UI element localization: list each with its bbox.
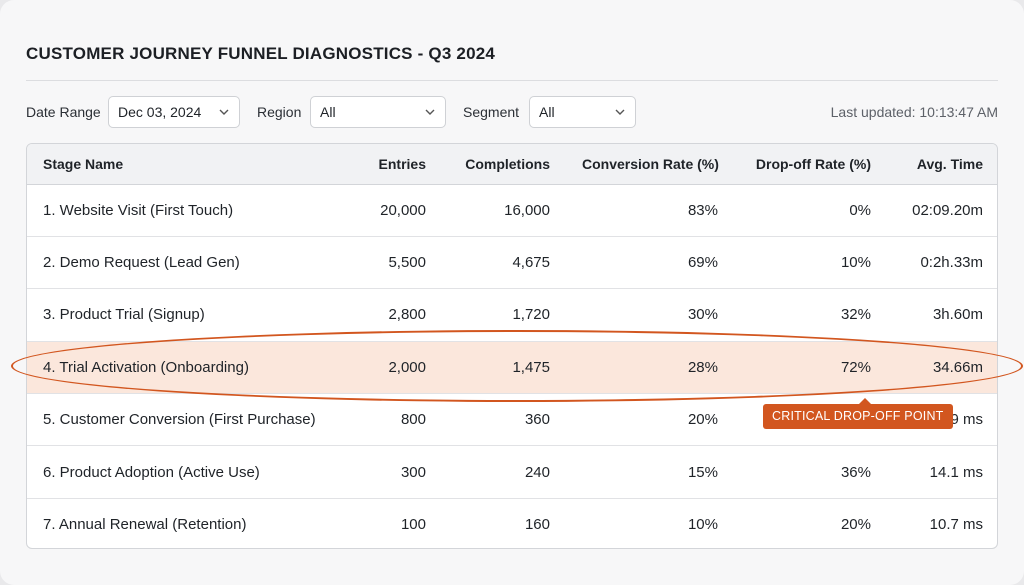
drop-off-rate-cell: 36% <box>734 445 887 499</box>
last-updated-timestamp: Last updated: 10:13:47 AM <box>830 104 998 120</box>
column-header-avg-time[interactable]: Avg. Time <box>887 144 997 185</box>
title-divider <box>26 80 998 81</box>
table-row[interactable]: 6. Product Adoption (Active Use) 300 240… <box>27 445 997 499</box>
avg-time-cell: 34.66m <box>887 341 997 395</box>
stage-name-cell: 6. Product Adoption (Active Use) <box>27 445 347 499</box>
entries-cell: 5,500 <box>347 236 442 290</box>
entries-cell: 20,000 <box>347 184 442 237</box>
column-header-stage-name[interactable]: Stage Name <box>27 144 347 185</box>
region-select[interactable]: All <box>310 96 446 128</box>
entries-cell: 100 <box>400 516 426 534</box>
chevron-down-icon <box>425 109 435 115</box>
table-row[interactable]: 7. Annual Renewal (Retention) 100 160 10… <box>27 498 997 548</box>
conversion-rate-cell: 28% <box>566 341 734 395</box>
completions-cell: 4,675 <box>442 236 566 290</box>
drop-off-rate-cell: 20% <box>840 516 871 534</box>
stage-name-cell: 5. Customer Conversion (First Purchase) <box>27 393 347 447</box>
critical-drop-off-callout: CRITICAL DROP-OFF POINT <box>763 398 953 429</box>
segment-value: All <box>539 104 555 120</box>
avg-time-cell: 0:2h.33m <box>887 236 997 290</box>
avg-time-cell: 3h.60m <box>887 288 997 342</box>
avg-time-cell: 14.1 ms <box>887 445 997 499</box>
completions-cell: 360 <box>442 393 566 447</box>
conversion-rate-cell: 15% <box>566 445 734 499</box>
completions-cell: 160 <box>524 516 550 534</box>
entries-cell: 2,800 <box>347 288 442 342</box>
conversion-rate-cell: 69% <box>566 236 734 290</box>
funnel-table: Stage Name Entries Completions Conversio… <box>26 143 998 549</box>
region-value: All <box>320 104 336 120</box>
conversion-rate-cell: 83% <box>566 184 734 237</box>
completions-cell: 1,720 <box>442 288 566 342</box>
segment-select[interactable]: All <box>529 96 636 128</box>
avg-time-cell: 02:09.20m <box>887 184 997 237</box>
table-row[interactable]: 3. Product Trial (Signup) 2,800 1,720 30… <box>27 288 997 342</box>
drop-off-rate-cell: 10% <box>734 236 887 290</box>
entries-cell: 300 <box>347 445 442 499</box>
table-row[interactable]: 2. Demo Request (Lead Gen) 5,500 4,675 6… <box>27 236 997 290</box>
stage-name-cell: 7. Annual Renewal (Retention) <box>43 516 247 534</box>
column-header-entries[interactable]: Entries <box>347 144 442 185</box>
column-header-drop-off-rate[interactable]: Drop-off Rate (%) <box>734 144 887 185</box>
avg-time-cell: 10.7 ms <box>929 516 983 534</box>
table-row-critical[interactable]: 4. Trial Activation (Onboarding) 2,000 1… <box>27 341 997 395</box>
drop-off-rate-cell: 72% <box>734 341 887 395</box>
drop-off-rate-cell: 0% <box>734 184 887 237</box>
column-header-conversion-rate[interactable]: Conversion Rate (%) <box>566 144 734 185</box>
chevron-down-icon <box>219 109 229 115</box>
stage-name-cell: 3. Product Trial (Signup) <box>27 288 347 342</box>
chevron-down-icon <box>615 109 625 115</box>
page-title: CUSTOMER JOURNEY FUNNEL DIAGNOSTICS - Q3… <box>26 44 496 63</box>
region-label: Region <box>257 104 302 120</box>
conversion-rate-cell: 30% <box>566 288 734 342</box>
table-header-row: Stage Name Entries Completions Conversio… <box>27 144 997 185</box>
completions-cell: 240 <box>442 445 566 499</box>
entries-cell: 2,000 <box>347 341 442 395</box>
completions-cell: 1,475 <box>442 341 566 395</box>
stage-name-cell: 1. Website Visit (First Touch) <box>27 184 347 237</box>
stage-name-cell: 4. Trial Activation (Onboarding) <box>27 341 347 395</box>
date-range-value: Dec 03, 2024 <box>118 104 202 120</box>
entries-cell: 800 <box>347 393 442 447</box>
completions-cell: 16,000 <box>442 184 566 237</box>
date-range-label: Date Range <box>26 104 101 120</box>
conversion-rate-cell: 10% <box>687 516 718 534</box>
stage-name-cell: 2. Demo Request (Lead Gen) <box>27 236 347 290</box>
drop-off-rate-cell: 32% <box>734 288 887 342</box>
table-row[interactable]: 1. Website Visit (First Touch) 20,000 16… <box>27 184 997 237</box>
filter-bar: Date Range Dec 03, 2024 Region All Segme… <box>26 96 998 128</box>
date-range-select[interactable]: Dec 03, 2024 <box>108 96 240 128</box>
conversion-rate-cell: 20% <box>566 393 734 447</box>
segment-label: Segment <box>463 104 520 120</box>
column-header-completions[interactable]: Completions <box>442 144 566 185</box>
